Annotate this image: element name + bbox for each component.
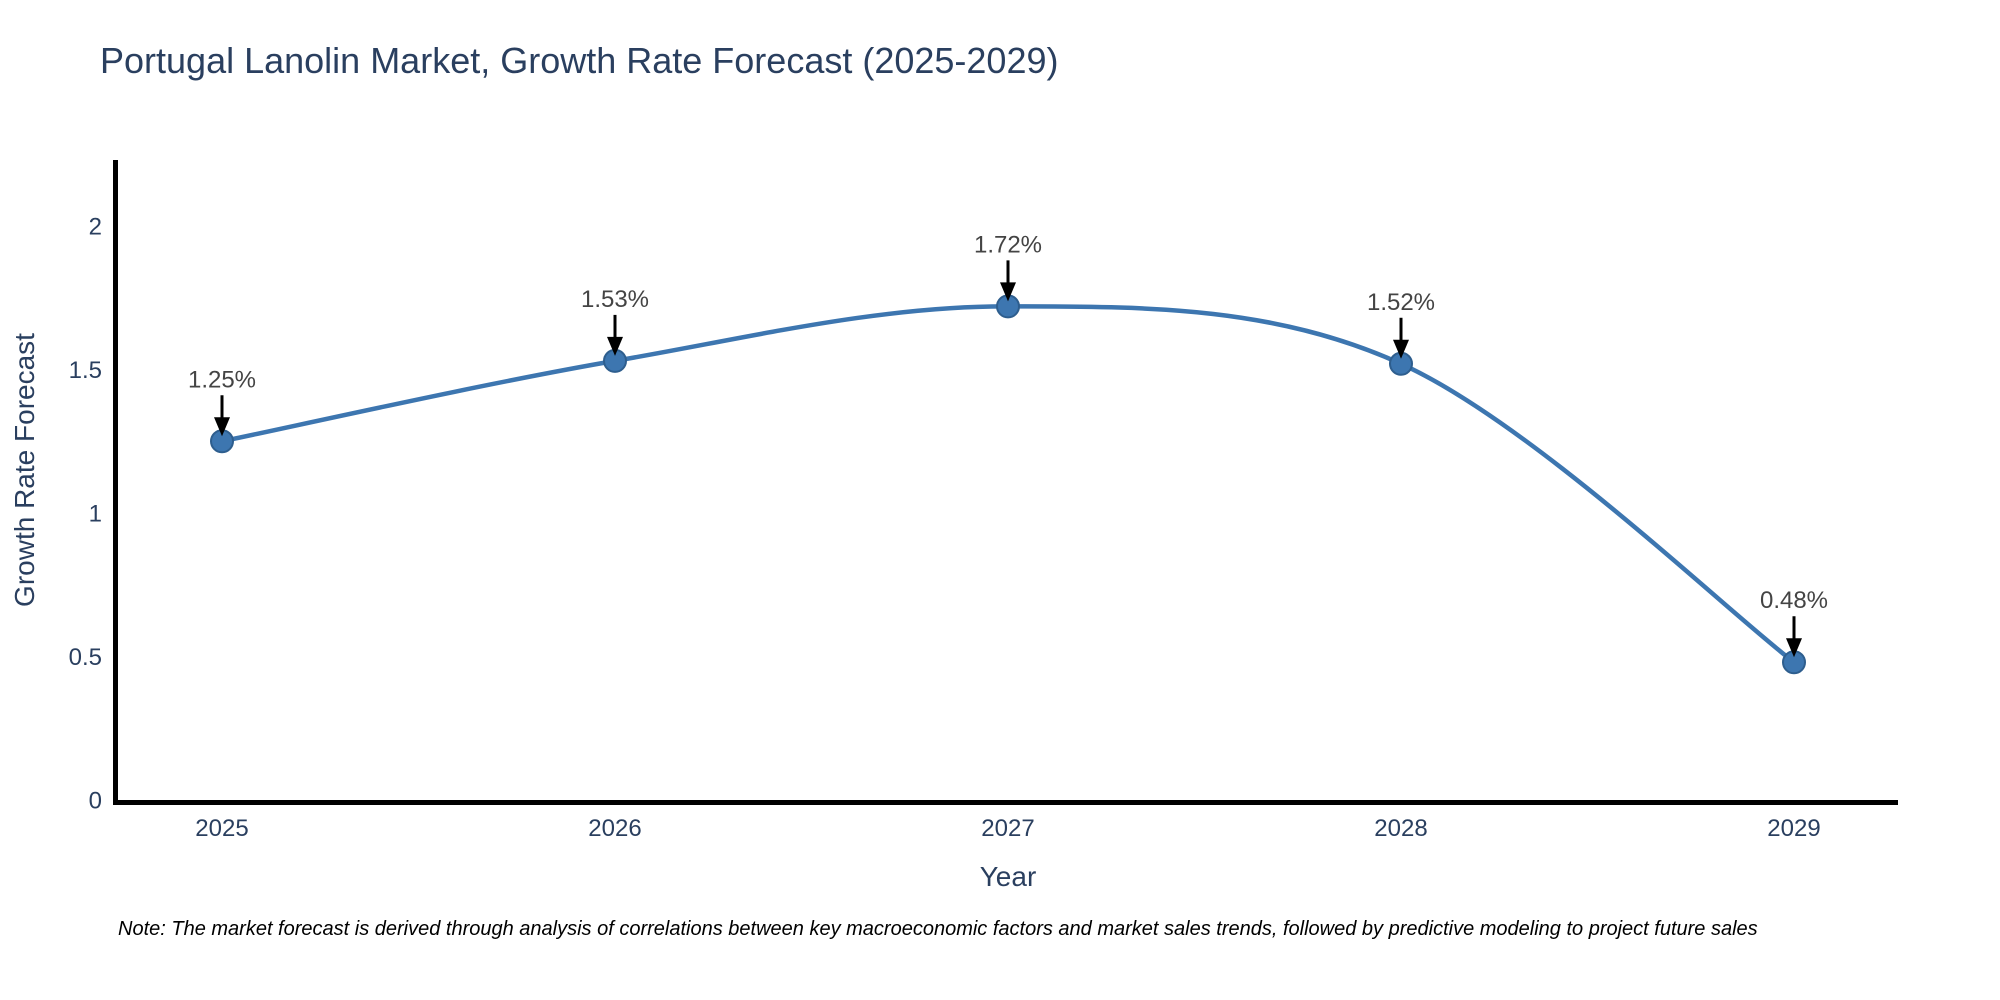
data-point-label: 1.53% (581, 286, 649, 313)
annotation-arrowhead (607, 336, 623, 356)
footnote: Note: The market forecast is derived thr… (118, 918, 1758, 940)
data-point-label: 1.25% (188, 366, 256, 393)
x-tick-label: 2028 (1374, 815, 1427, 842)
chart-title: Portugal Lanolin Market, Growth Rate For… (100, 40, 1059, 81)
y-tick-label: 1 (89, 500, 102, 527)
y-tick-label: 2 (89, 213, 102, 240)
x-tick-label: 2026 (588, 815, 641, 842)
annotation-arrowhead (1000, 282, 1016, 302)
data-point-label: 1.52% (1367, 289, 1435, 316)
x-tick-label: 2025 (195, 815, 248, 842)
y-tick-label: 0 (89, 787, 102, 814)
series-line (219, 304, 1797, 665)
data-point-label: 0.48% (1760, 587, 1828, 614)
y-tick-label: 0.5 (69, 644, 102, 671)
annotation-arrowhead (1786, 638, 1802, 658)
annotation-arrowhead (214, 417, 230, 437)
y-axis-title: Growth Rate Forecast (9, 333, 40, 607)
y-tick-label: 1.5 (69, 357, 102, 384)
x-axis-title: Year (980, 861, 1037, 892)
x-tick-label: 2027 (981, 815, 1034, 842)
annotation-arrowhead (1393, 339, 1409, 359)
data-point-label: 1.72% (974, 231, 1042, 258)
x-tick-label: 2029 (1767, 815, 1820, 842)
